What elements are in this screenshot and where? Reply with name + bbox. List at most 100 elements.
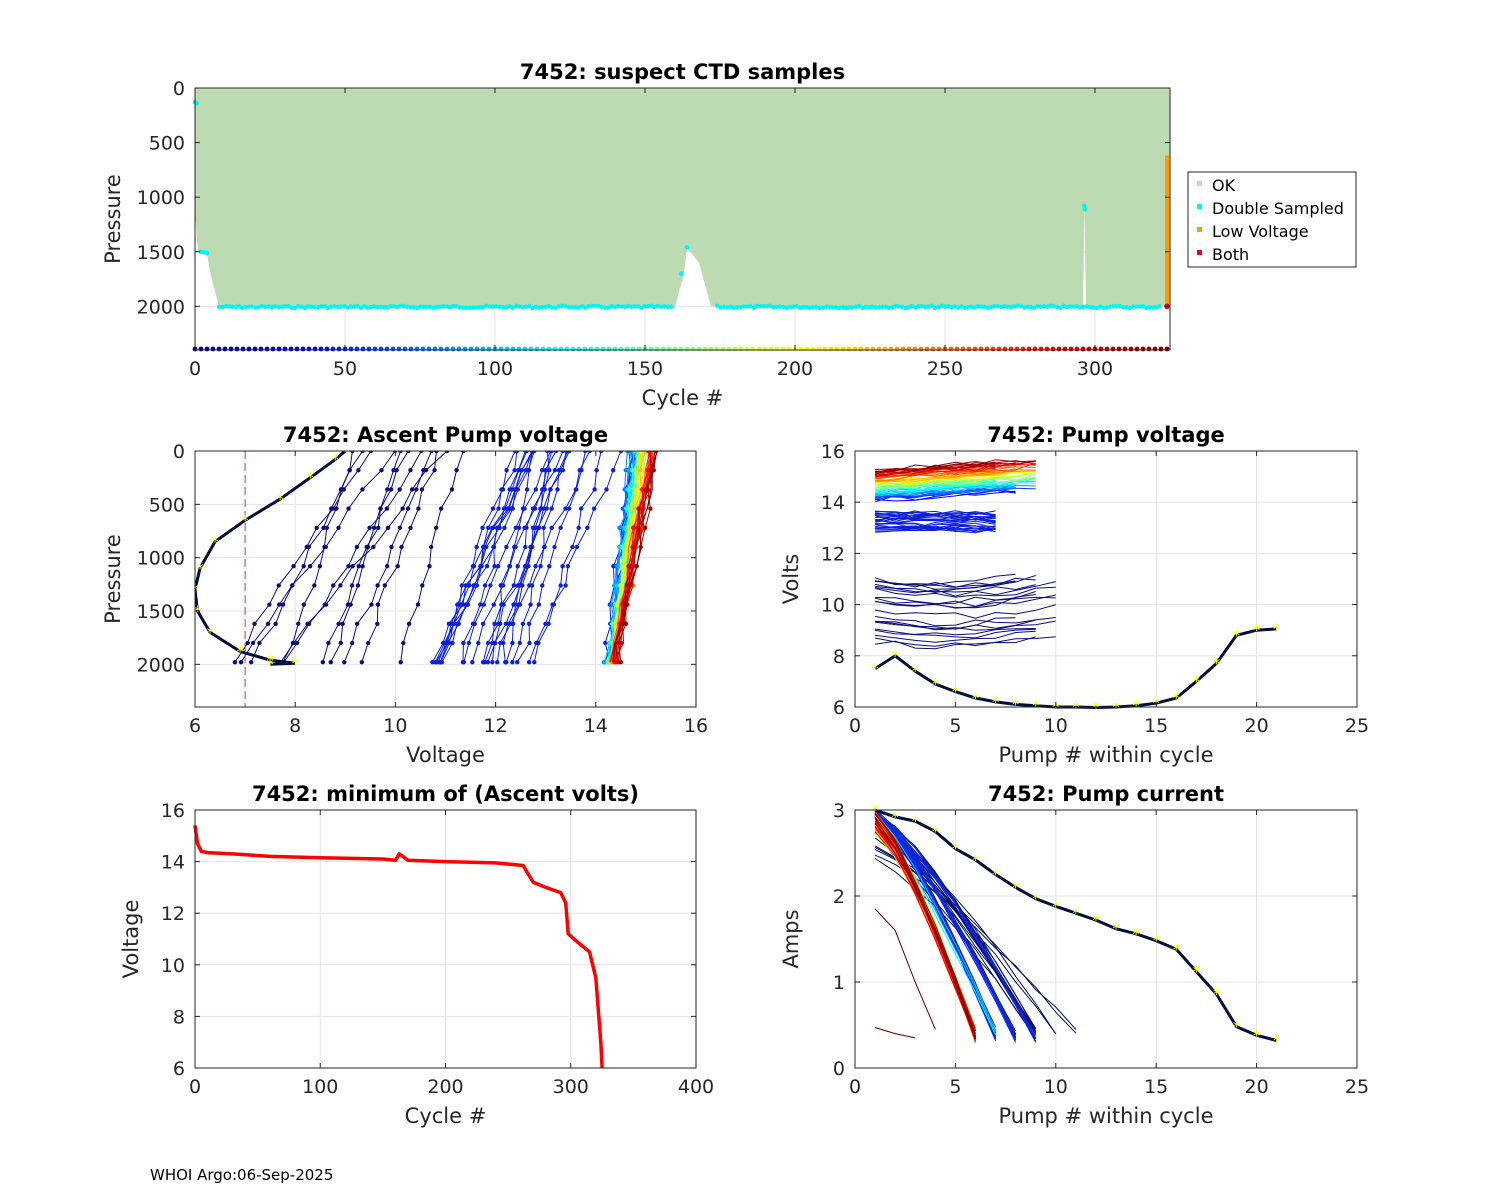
ascent-profile-point <box>449 487 455 492</box>
cycle-color-marker <box>510 346 516 352</box>
cycle-color-marker <box>648 346 654 352</box>
double-sampled-point <box>490 304 496 309</box>
double-sampled-point <box>853 304 859 309</box>
ascent-profile-point <box>397 525 403 530</box>
double-sampled-point <box>863 304 868 310</box>
ascent-profile-point <box>626 487 632 492</box>
double-sampled-point <box>513 303 519 309</box>
cycle-color-marker <box>288 346 294 352</box>
double-sampled-point <box>322 303 327 309</box>
minv-xtick-label: 0 <box>189 1076 201 1098</box>
double-sampled-point <box>500 305 505 310</box>
ascent-profile-point <box>616 640 621 646</box>
ascent-profile-point <box>280 602 286 607</box>
minv-xtick-label: 100 <box>302 1076 338 1098</box>
double-sampled-point <box>560 303 565 309</box>
asc-ylabel: Pressure <box>101 534 125 624</box>
last-cycle-marker: * <box>1233 1020 1240 1036</box>
cycle-color-marker <box>720 346 726 352</box>
ascent-profile-point <box>641 468 646 473</box>
cycle-color-marker <box>690 346 696 352</box>
double-sampled-point <box>404 304 410 309</box>
ascent-profile-point <box>570 544 575 550</box>
cycle-color-marker <box>672 346 678 352</box>
pump-voltage-line <box>875 516 996 523</box>
double-sampled-point <box>619 304 624 309</box>
ascent-profile-point <box>248 660 254 665</box>
double-sampled-point <box>652 304 657 310</box>
pv-xlabel: Pump # within cycle <box>999 743 1214 767</box>
ascent-profile-point <box>619 544 624 550</box>
asc-ytick-label: 1500 <box>137 601 185 623</box>
double-sampled-point <box>566 305 571 310</box>
double-sampled-point <box>348 304 354 309</box>
ascent-profile-point <box>395 564 400 569</box>
last-cycle-marker: * <box>892 649 899 665</box>
cycle-color-marker <box>438 346 444 352</box>
ascent-profile-point <box>529 544 535 550</box>
cycle-color-marker <box>810 346 816 352</box>
cycle-color-marker <box>930 346 936 352</box>
double-sampled-point <box>315 305 321 310</box>
ascent-profile-point <box>276 583 281 588</box>
ascent-profile-point <box>497 525 502 530</box>
ascent-profile-point <box>371 525 377 530</box>
last-cycle-marker: * <box>1133 927 1140 943</box>
last-cycle-marker: * <box>872 803 879 819</box>
cycle-color-marker <box>276 346 282 352</box>
pv-title: 7452: Pump voltage <box>987 423 1225 447</box>
double-sampled-point <box>266 304 271 309</box>
asc-frame: 6 8 10 12 14 16 0 500 1000 1500 2000 7452: Ascent P… <box>101 423 708 767</box>
last-cycle-marker: * <box>1032 892 1039 908</box>
ascent-profile-point <box>513 544 518 550</box>
ascent-profile-point <box>378 506 383 511</box>
double-sampled-point <box>1064 304 1070 310</box>
last-cycle-marker: * <box>1273 1033 1280 1049</box>
double-sampled-point <box>428 304 433 309</box>
double-sampled-point <box>550 305 555 310</box>
pv-ytick-label: 16 <box>821 441 845 463</box>
cycle-color-marker <box>1098 346 1104 352</box>
double-sampled-point <box>718 305 723 310</box>
cycle-color-marker <box>372 346 378 352</box>
ascent-profile-line <box>612 451 651 663</box>
ascent-profile-point <box>347 468 352 473</box>
ascent-profile-point <box>321 525 326 530</box>
pump-current-line <box>874 813 976 1036</box>
pump-voltage-line <box>875 575 1036 588</box>
cycle-color-marker <box>378 346 384 352</box>
pump-current-line <box>874 1027 916 1039</box>
ascent-profile-point <box>510 621 516 626</box>
double-sampled-point <box>1137 304 1142 309</box>
ascent-profile-point <box>633 506 638 511</box>
last-cycle-marker: * <box>1213 987 1220 1003</box>
ascent-profile-point <box>618 451 624 454</box>
ascent-profile-point <box>532 660 537 665</box>
ascent-profile-point <box>320 660 326 665</box>
double-sampled-point <box>741 304 746 309</box>
cycle-color-marker <box>336 346 342 352</box>
double-sampled-point <box>923 304 928 310</box>
cycle-color-marker <box>522 346 528 352</box>
double-sampled-point <box>668 304 674 309</box>
cycle-color-marker <box>330 346 336 352</box>
ascent-profile-point <box>401 640 406 646</box>
ascent-profile-point <box>326 640 331 646</box>
double-sampled-point <box>734 305 740 310</box>
double-sampled-point <box>824 304 829 309</box>
ascent-profile-point <box>543 621 548 626</box>
cycle-color-marker <box>600 346 606 352</box>
ascent-profile-point <box>471 564 477 569</box>
double-sampled-point <box>216 304 222 310</box>
ascent-profile-point <box>419 451 424 454</box>
ascent-profile-point <box>388 487 394 492</box>
pv-xtick-label: 10 <box>1044 715 1068 737</box>
last-profile-marker: * <box>292 656 299 672</box>
double-sampled-point <box>1055 305 1060 310</box>
ascent-profile-point <box>409 487 415 492</box>
ascent-profile-point <box>530 525 536 530</box>
double-sampled-point <box>573 305 578 310</box>
double-sampled-point <box>1117 303 1123 309</box>
ascent-profile-point <box>384 506 390 511</box>
ascent-profile-point <box>504 660 509 665</box>
